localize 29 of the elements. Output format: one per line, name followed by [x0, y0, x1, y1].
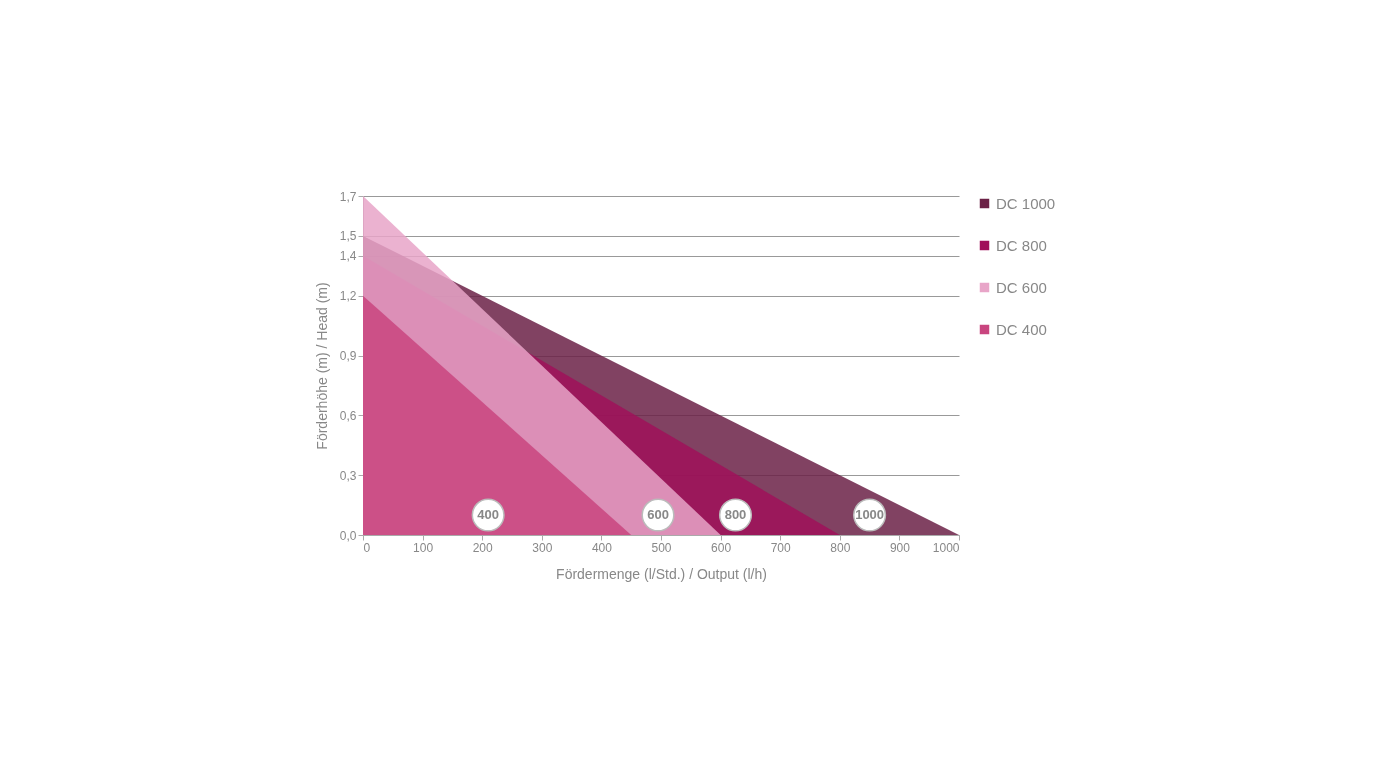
y-tick-label: 0,6 [339, 408, 357, 423]
legend-label: DC 400 [996, 320, 1047, 338]
legend-label: DC 800 [996, 236, 1047, 254]
y-tick-label: 0,0 [339, 528, 357, 543]
x-axis-title: Fördermenge (l/Std.) / Output (l/h) [556, 565, 767, 582]
x-tick-label: 100 [413, 540, 434, 555]
annotation: 400 [477, 507, 500, 523]
annotation: 1000 [855, 507, 885, 523]
annotation: 800 [724, 507, 747, 523]
x-tick-label: 700 [770, 540, 792, 555]
x-tick-label: 300 [532, 540, 553, 555]
annotation: 600 [647, 507, 669, 523]
legend-label: DC 600 [996, 278, 1047, 296]
y-tick-label: 1,5 [339, 229, 357, 244]
x-tick-label: 200 [472, 540, 494, 555]
x-tick-label: 400 [591, 540, 613, 555]
y-tick-label: 1,7 [339, 189, 357, 204]
legend-label: DC 1000 [996, 194, 1056, 212]
y-tick-label: 0,3 [339, 468, 357, 483]
y-axis-title: Förderhöhe (m) / Head (m) [313, 282, 330, 450]
y-tick-label: 1,2 [339, 289, 357, 304]
x-tick-label: 0 [363, 540, 371, 555]
x-tick-label: 1000 [932, 540, 960, 555]
x-tick-label: 800 [830, 540, 851, 555]
x-tick-label: 500 [651, 540, 672, 555]
x-tick-label: 600 [711, 540, 732, 555]
y-tick-label: 0,9 [339, 349, 357, 364]
y-tick-label: 1,4 [339, 249, 357, 264]
x-tick-label: 900 [889, 540, 911, 555]
